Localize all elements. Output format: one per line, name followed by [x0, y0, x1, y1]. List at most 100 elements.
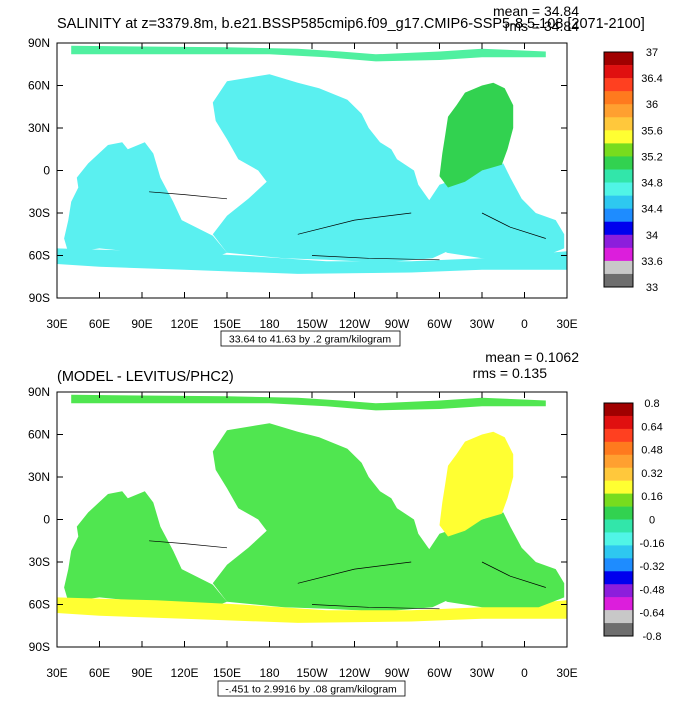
map-region-pacific — [212, 423, 454, 612]
y-tick-label: 60N — [28, 428, 50, 442]
colorbar-swatch — [604, 623, 633, 637]
x-tick-label: 150W — [296, 666, 328, 680]
colorbar-label: 36 — [646, 99, 658, 111]
x-tick-label: 120W — [339, 666, 371, 680]
panel-top-map-field — [57, 45, 567, 274]
y-tick-label: 60S — [29, 249, 50, 263]
colorbar-label: 33 — [646, 282, 658, 294]
panel-top-axis-ticks: 30E 60E 90E 120E 150E 180 150W 120W 90W 60W 30W 0 30… — [28, 36, 578, 331]
colorbar-swatch — [604, 91, 633, 105]
map-region-northatlantic — [439, 82, 514, 188]
contour-line — [311, 604, 440, 610]
colorbar-label: -0.32 — [639, 561, 664, 573]
y-tick-label: 30N — [28, 121, 50, 135]
colorbar-label: 34 — [646, 230, 658, 242]
panel-top-range-box — [220, 330, 401, 347]
colorbar-swatch — [604, 182, 633, 196]
colorbar-label: 0.8 — [644, 398, 659, 410]
x-tick-label: 30W — [470, 666, 495, 680]
colorbar-swatch — [604, 208, 633, 223]
panel-bottom-range-box — [217, 680, 406, 697]
contour-line — [311, 255, 440, 261]
x-tick-label: 150W — [296, 317, 328, 331]
x-tick-label: 90E — [131, 317, 152, 331]
map-region-atlantic — [428, 512, 565, 608]
colorbar-swatch — [604, 506, 633, 520]
panel-bottom-axis-ticks: 30E 60E 90E 120E 150E 180 150W 120W 90W 60W 30W 0 30… — [28, 385, 578, 680]
colorbar-swatch — [604, 260, 633, 275]
x-tick-label: 30W — [470, 317, 495, 331]
colorbar-swatch — [604, 195, 633, 209]
colorbar-swatch — [604, 247, 633, 262]
x-tick-label: 30E — [46, 666, 67, 680]
colorbar-swatch — [604, 519, 633, 533]
panel-bottom-map-field — [57, 394, 567, 623]
x-tick-label: 90E — [131, 666, 152, 680]
panel-top-range-label: 33.64 to 41.63 by .2 gram/kilogram — [229, 334, 392, 346]
x-tick-label: 0 — [521, 666, 528, 680]
y-tick-label: 60N — [28, 79, 50, 93]
colorbar-label: 37 — [646, 47, 658, 59]
contour-line — [297, 212, 412, 235]
colorbar-label: 34.4 — [641, 204, 662, 216]
colorbar-label: 36.4 — [641, 73, 662, 85]
map-region-arctic — [71, 45, 546, 62]
y-tick-label: 0 — [43, 513, 50, 527]
x-tick-label: 90W — [385, 666, 410, 680]
contour-line — [297, 561, 412, 584]
colorbar-swatch — [604, 610, 633, 624]
x-tick-label: 150E — [213, 666, 241, 680]
y-tick-label: 90S — [29, 640, 50, 654]
contour-line — [481, 212, 546, 239]
map-region-pacific — [212, 74, 454, 263]
colorbar-swatch — [604, 558, 633, 572]
colorbar-label: 0.48 — [641, 445, 662, 457]
colorbar-label: 35.6 — [641, 125, 662, 137]
x-tick-label: 120E — [170, 317, 198, 331]
colorbar-swatch — [604, 273, 633, 288]
colorbar-swatch — [604, 403, 633, 417]
colorbar-swatch — [604, 143, 633, 157]
map-region-arctic — [71, 394, 546, 411]
map-region-northatlantic — [439, 431, 514, 537]
x-tick-label: 180 — [259, 666, 279, 680]
colorbar-frame — [603, 51, 634, 288]
panel-top: SALINITY at z=3379.8m, b.e21.BSSP585cmip… — [28, 3, 663, 347]
colorbar-swatch — [604, 584, 633, 598]
y-tick-label: 30N — [28, 470, 50, 484]
contour-line — [149, 540, 228, 549]
x-tick-label: 60E — [89, 317, 110, 331]
colorbar-label: 0 — [649, 515, 655, 527]
y-tick-label: 30S — [29, 555, 50, 569]
contour-line — [149, 191, 228, 200]
panel-bottom: (MODEL - LEVITUS/PHC2) mean = 0.1062 rms… — [28, 349, 665, 697]
map-region-indian — [64, 142, 227, 259]
colorbar-swatch — [604, 156, 633, 170]
x-tick-label: 30E — [556, 317, 577, 331]
colorbar-label: 0.64 — [641, 421, 662, 433]
x-tick-label: 60E — [89, 666, 110, 680]
panel-bottom-colorbar: 0.8 0.64 0.48 0.32 0.16 0 -0.16 -0.32 -0.48 -0.64… — [603, 398, 665, 643]
x-tick-label: 120W — [339, 317, 371, 331]
map-region-indian — [64, 491, 227, 608]
contour-line — [481, 561, 546, 588]
colorbar-swatch — [604, 169, 633, 183]
colorbar-frame — [603, 402, 634, 637]
panel-top-colorbar: 37 36.4 36 35.6 35.2 34.8 34.4 34 33.6 33 — [603, 47, 663, 294]
panel-top-mean: mean = 34.84 — [493, 3, 579, 19]
colorbar-label: 0.32 — [641, 468, 662, 480]
panel-bottom-rms: rms = 0.135 — [473, 365, 548, 381]
colorbar-swatch — [604, 130, 633, 144]
x-tick-label: 60W — [427, 317, 452, 331]
colorbar-swatch — [604, 117, 633, 131]
colorbar-swatch — [604, 78, 633, 92]
colorbar-swatch — [604, 454, 633, 469]
map-region-southern — [57, 597, 567, 623]
x-tick-label: 60W — [427, 666, 452, 680]
colorbar-swatch — [604, 52, 633, 66]
x-tick-label: 30E — [46, 317, 67, 331]
y-tick-label: 0 — [43, 164, 50, 178]
colorbar-label: 33.6 — [641, 256, 662, 268]
colorbar-swatch — [604, 441, 633, 456]
